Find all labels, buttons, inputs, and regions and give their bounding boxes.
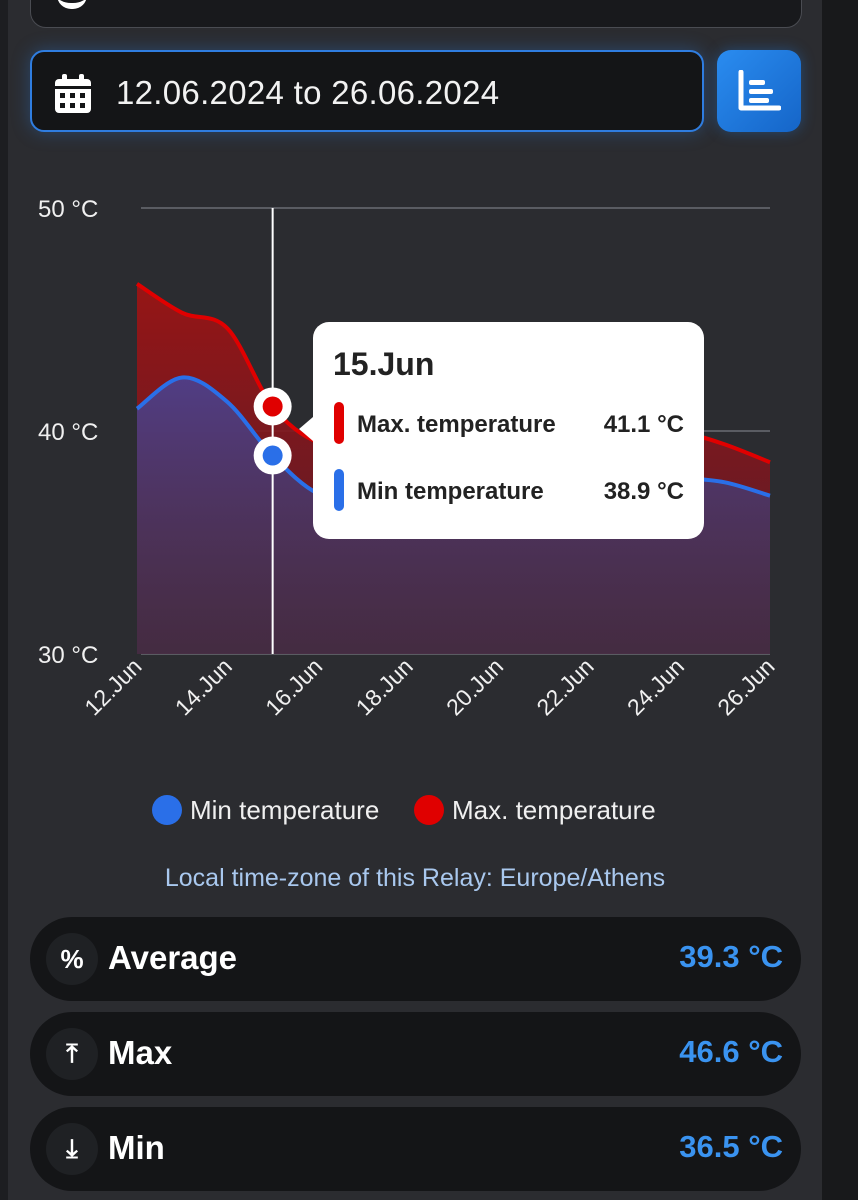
legend-dot-min (152, 795, 182, 825)
tooltip-label: Min temperature (357, 478, 544, 505)
arrow-up-to-line-icon: ⤒ (46, 1028, 98, 1080)
tooltip-pointer (299, 417, 313, 441)
hover-point-max (262, 396, 283, 417)
x-tick-label: 16.Jun (260, 653, 327, 720)
stat-max-label: Max (108, 1034, 173, 1071)
date-range-field[interactable]: 12.06.2024 to 26.06.2024 (30, 50, 704, 132)
stat-average-value: 39.3 °C (679, 939, 783, 974)
top-card[interactable] (30, 0, 802, 28)
stat-average-label: Average (108, 939, 238, 976)
stat-average[interactable]: % Average 39.3 °C (30, 917, 801, 1001)
tooltip-box (313, 322, 704, 539)
legend-dot-max (414, 795, 444, 825)
legend-label-min: Min temperature (190, 794, 380, 825)
stat-min-value: 36.5 °C (679, 1129, 783, 1164)
stat-max[interactable]: ⤒ Max 46.6 °C (30, 1012, 801, 1096)
timezone-note: Local time-zone of this Relay: Europe/At… (164, 864, 666, 892)
legend-item-min[interactable]: Min temperature (152, 792, 379, 828)
chart-tooltip: 15.Jun Max. temperature 41.1 °C Min tempera… (299, 322, 704, 539)
x-tick-label: 14.Jun (170, 653, 237, 720)
x-tick-label: 22.Jun (531, 653, 598, 720)
chart-view-button[interactable] (717, 50, 801, 132)
tooltip-value: 41.1 °C (604, 411, 684, 438)
x-tick-label: 24.Jun (622, 653, 689, 720)
y-tick-label: 30 °C (38, 642, 98, 669)
temperature-chart: 30 °C40 °C50 °C12.Jun 14.Jun 16.Jun 18.Jun 2… (38, 196, 780, 720)
date-range-value: 12.06.2024 to 26.06.2024 (116, 74, 500, 111)
bar-chart-icon (738, 70, 781, 111)
tooltip-color-bar (334, 469, 344, 511)
partial-glyph (57, 0, 87, 9)
stat-max-value: 46.6 °C (679, 1034, 783, 1069)
stat-min[interactable]: ⤓ Min 36.5 °C (30, 1107, 801, 1191)
left-edge (0, 0, 8, 1200)
tooltip-title: 15.Jun (333, 346, 434, 382)
x-tick-label: 20.Jun (441, 653, 508, 720)
chart-legend: Min temperature Max. temperature (0, 788, 830, 832)
legend-item-max[interactable]: Max. temperature (414, 792, 656, 828)
percent-icon: % (46, 933, 98, 985)
tooltip-value: 38.9 °C (604, 478, 684, 505)
x-tick-label: 18.Jun (351, 653, 418, 720)
arrow-down-to-line-icon: ⤓ (46, 1123, 98, 1175)
right-edge (822, 0, 858, 1200)
legend-label-max: Max. temperature (452, 794, 656, 825)
hover-point-min (262, 445, 283, 466)
y-tick-label: 40 °C (38, 419, 98, 446)
tooltip-label: Max. temperature (357, 411, 556, 438)
tooltip-color-bar (334, 402, 344, 444)
stat-min-label: Min (108, 1129, 165, 1166)
calendar-icon (55, 74, 91, 113)
x-tick-label: 26.Jun (712, 653, 779, 720)
y-tick-label: 50 °C (38, 196, 98, 223)
